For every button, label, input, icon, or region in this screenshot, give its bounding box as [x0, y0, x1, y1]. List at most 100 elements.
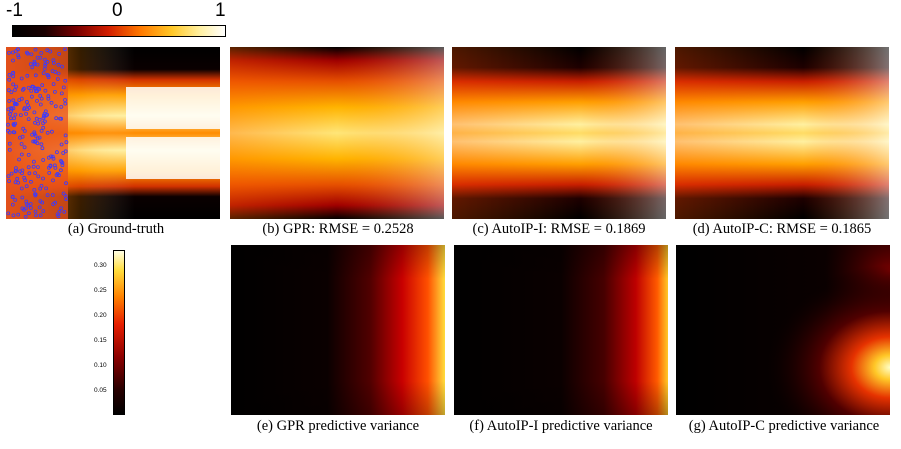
sample-point-marker: [28, 62, 33, 67]
sample-point-marker: [51, 178, 55, 183]
sample-point-marker: [50, 154, 55, 159]
sample-point-marker: [26, 103, 30, 108]
variance-tick: 0.25: [94, 287, 107, 294]
variance-tick: 0.15: [94, 337, 107, 344]
sample-point-marker: [47, 171, 52, 175]
sample-point-marker: [32, 187, 37, 192]
sample-point-marker: [13, 101, 18, 106]
sample-point-marker: [35, 62, 40, 67]
sample-point-marker: [17, 157, 21, 162]
sample-point-marker: [43, 119, 47, 124]
sample-point-marker: [51, 82, 56, 86]
sample-point-marker: [20, 168, 25, 173]
sample-point-marker: [21, 126, 26, 131]
sample-point-marker: [55, 150, 59, 155]
sample-point-marker: [43, 61, 48, 66]
sample-point-marker: [63, 133, 68, 138]
sample-point-marker: [46, 96, 51, 101]
sample-point-marker: [33, 89, 38, 94]
sample-point-marker: [44, 113, 48, 118]
variance-tick: 0.05: [94, 387, 107, 394]
sample-point-marker: [58, 116, 62, 121]
panel-autoip-c-variance: [676, 245, 890, 415]
sample-point-marker: [52, 163, 57, 168]
variance-colorbar: [113, 250, 125, 415]
sample-point-marker: [53, 90, 57, 94]
sample-point-marker: [31, 159, 36, 164]
sample-point-marker: [29, 179, 33, 184]
sample-point-marker: [20, 206, 25, 211]
sample-point-marker: [33, 192, 38, 197]
sample-point-marker: [7, 148, 12, 152]
sample-point-marker: [20, 88, 25, 92]
sample-point-marker: [23, 206, 28, 211]
sample-point-marker: [35, 99, 39, 103]
sample-point-marker: [26, 153, 31, 157]
panel-autoip-i-variance: [454, 245, 668, 415]
sample-point-marker: [64, 197, 68, 202]
sample-point-marker: [42, 113, 46, 118]
variance-tick: 0.30: [94, 262, 107, 269]
sample-point-marker: [31, 164, 36, 169]
sample-point-marker: [40, 83, 45, 88]
sample-point-marker: [39, 183, 44, 188]
sample-point-marker: [64, 140, 69, 145]
caption-f: (f) AutoIP-I predictive variance: [469, 418, 653, 434]
sample-point-marker: [63, 98, 67, 102]
sample-point-marker: [33, 171, 38, 175]
sample-point-marker: [11, 98, 16, 103]
sample-point-marker: [54, 116, 59, 121]
sample-point-marker: [16, 53, 21, 58]
sample-point-marker: [40, 146, 45, 151]
sample-point-marker: [11, 106, 16, 111]
sample-point-marker: [23, 214, 28, 219]
sample-point-marker: [19, 76, 24, 81]
caption-e: (e) GPR predictive variance: [256, 418, 420, 434]
sample-point-marker: [46, 94, 51, 99]
sample-point-marker: [13, 198, 18, 202]
sample-point-marker: [63, 149, 68, 154]
sample-point-marker: [41, 158, 46, 162]
sample-point-marker: [18, 113, 23, 117]
sample-point-marker: [45, 48, 50, 53]
colorbar-mid-label: 0: [112, 0, 123, 21]
sample-point-marker: [33, 209, 38, 214]
sample-point-marker: [37, 205, 42, 210]
sample-point-marker: [24, 100, 29, 104]
sample-point-marker: [56, 71, 61, 76]
sample-point-marker: [55, 212, 60, 217]
sample-point-marker: [25, 51, 30, 56]
sample-point-marker: [19, 186, 24, 191]
sample-point-marker: [63, 78, 68, 83]
sample-point-marker: [32, 130, 37, 135]
sample-point-marker: [6, 211, 11, 216]
sample-point-marker: [45, 130, 50, 135]
sample-point-marker: [24, 184, 29, 189]
sample-point-marker: [7, 130, 12, 135]
sample-point-marker: [7, 99, 12, 103]
sample-point-marker: [33, 47, 38, 52]
sample-point-marker: [50, 193, 55, 197]
sample-point-marker: [6, 122, 10, 127]
sample-point-marker: [11, 122, 16, 127]
sample-point-marker: [7, 51, 11, 55]
colorbar-min-label: -1: [6, 0, 23, 21]
sample-point-marker: [39, 142, 44, 147]
sample-point-marker: [11, 71, 15, 76]
sample-point-marker: [33, 73, 38, 78]
sample-point-marker: [13, 166, 18, 170]
sample-point-marker: [24, 112, 29, 116]
sample-point-marker: [24, 202, 29, 206]
sample-point-marker: [61, 85, 66, 90]
sample-point-marker: [36, 174, 41, 179]
sample-point-marker: [7, 77, 11, 82]
sample-point-marker: [53, 70, 58, 74]
sample-point-marker: [17, 98, 22, 102]
sample-point-marker: [33, 140, 38, 144]
sample-point-marker: [60, 64, 64, 69]
sample-point-marker: [56, 62, 61, 67]
sample-point-marker: [30, 132, 35, 137]
panel-ground-truth: [6, 47, 220, 219]
sample-point-marker: [57, 52, 61, 56]
sample-point-marker: [12, 88, 17, 92]
